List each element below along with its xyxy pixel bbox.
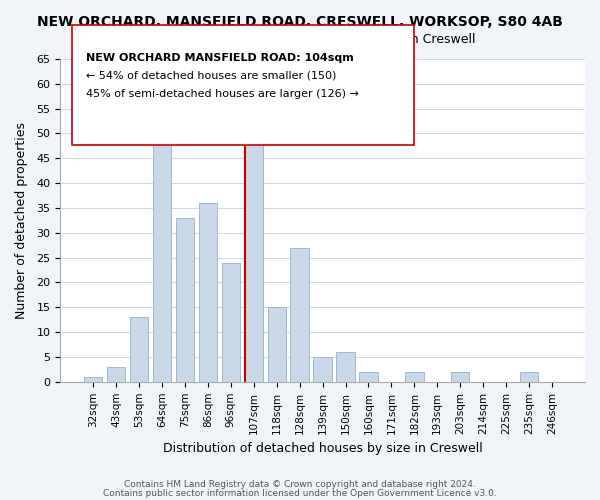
- Bar: [520, 372, 538, 382]
- Bar: [313, 357, 332, 382]
- Bar: [290, 248, 309, 382]
- Text: 45% of semi-detached houses are larger (126) →: 45% of semi-detached houses are larger (…: [86, 89, 359, 99]
- X-axis label: Distribution of detached houses by size in Creswell: Distribution of detached houses by size …: [163, 442, 482, 455]
- Bar: [268, 308, 286, 382]
- Bar: [176, 218, 194, 382]
- Text: NEW ORCHARD, MANSFIELD ROAD, CRESWELL, WORKSOP, S80 4AB: NEW ORCHARD, MANSFIELD ROAD, CRESWELL, W…: [37, 15, 563, 29]
- Bar: [107, 367, 125, 382]
- Bar: [337, 352, 355, 382]
- Bar: [221, 262, 240, 382]
- Y-axis label: Number of detached properties: Number of detached properties: [15, 122, 28, 319]
- Text: Contains public sector information licensed under the Open Government Licence v3: Contains public sector information licen…: [103, 488, 497, 498]
- Bar: [405, 372, 424, 382]
- Bar: [153, 128, 171, 382]
- Bar: [130, 318, 148, 382]
- Bar: [84, 377, 103, 382]
- Bar: [359, 372, 377, 382]
- Text: Size of property relative to detached houses in Creswell: Size of property relative to detached ho…: [125, 32, 475, 46]
- Text: Contains HM Land Registry data © Crown copyright and database right 2024.: Contains HM Land Registry data © Crown c…: [124, 480, 476, 489]
- Bar: [245, 114, 263, 382]
- Text: NEW ORCHARD MANSFIELD ROAD: 104sqm: NEW ORCHARD MANSFIELD ROAD: 104sqm: [86, 52, 354, 62]
- Bar: [451, 372, 469, 382]
- Text: ← 54% of detached houses are smaller (150): ← 54% of detached houses are smaller (15…: [86, 71, 337, 81]
- Bar: [199, 203, 217, 382]
